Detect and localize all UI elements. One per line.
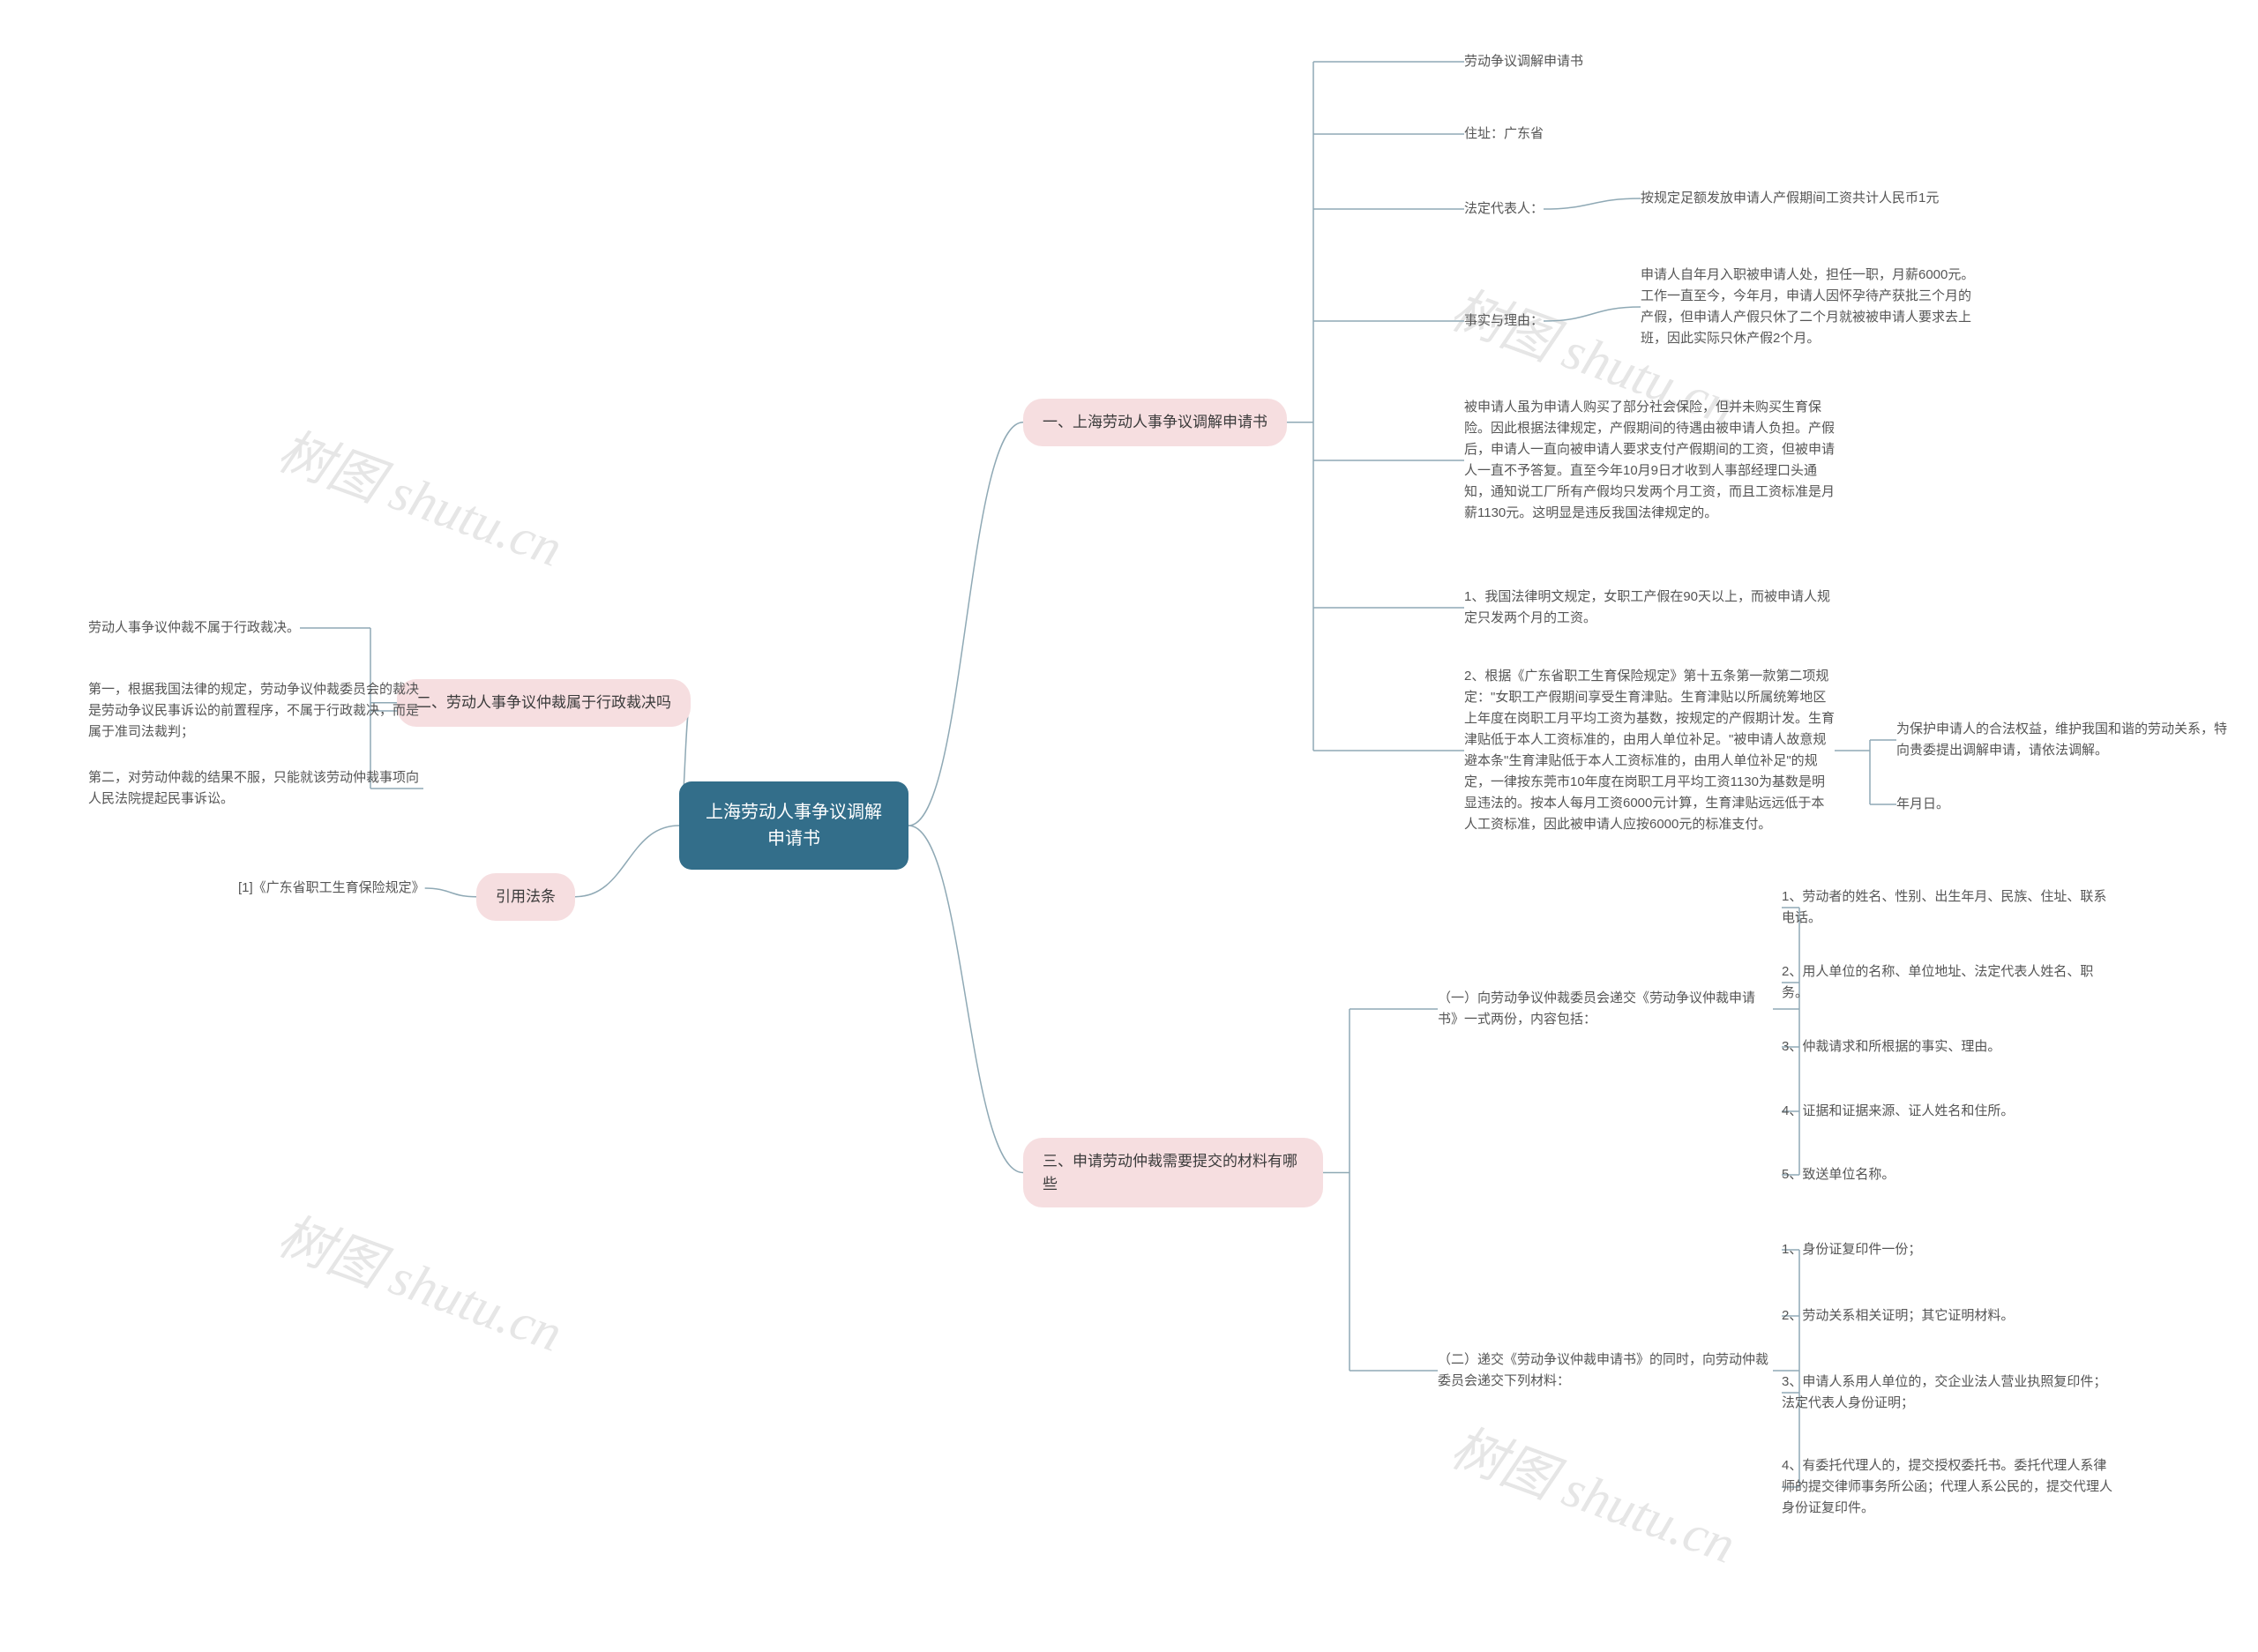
s3-b-item-1: 1、身份证复印件一份； [1782, 1239, 1921, 1260]
s1-item-4-detail: 申请人自年月入职被申请人处，担任一职，月薪6000元。工作一直至今，今年月，申请… [1641, 265, 1976, 349]
watermark: 树图 shutu.cn [1442, 1405, 1747, 1579]
s2-item-1: 劳动人事争议仲裁不属于行政裁决。 [88, 617, 300, 639]
cite-item-1: [1]《广东省职工生育保险规定》 [238, 878, 425, 899]
s1-item-7: 2、根据《广东省职工生育保险规定》第十五条第一款第二项规定："女职工产假期间享受… [1464, 666, 1835, 835]
s3-a-item-1: 1、劳动者的姓名、性别、出生年月、民族、住址、联系电话。 [1782, 886, 2117, 929]
s3-group-b-label: （二）递交《劳动争议仲裁申请书》的同时，向劳动仲裁委员会递交下列材料： [1438, 1349, 1773, 1392]
s1-item-7b: 年月日。 [1896, 794, 1949, 815]
s1-item-6: 1、我国法律明文规定，女职工产假在90天以上，而被申请人规定只发两个月的工资。 [1464, 587, 1835, 629]
section-3: 三、申请劳动仲裁需要提交的材料有哪些 [1023, 1138, 1323, 1207]
s1-item-4-label: 事实与理由： [1464, 310, 1544, 332]
s3-b-item-3: 3、申请人系用人单位的，交企业法人营业执照复印件；法定代表人身份证明； [1782, 1372, 2117, 1414]
root-node: 上海劳动人事争议调解申请书 [679, 781, 908, 870]
s3-a-item-3: 3、仲裁请求和所根据的事实、理由。 [1782, 1036, 2000, 1058]
s1-item-1: 劳动争议调解申请书 [1464, 51, 1583, 72]
s1-item-7a: 为保护申请人的合法权益，维护我国和谐的劳动关系，特向贵委提出调解申请，请依法调解… [1896, 719, 2232, 761]
s3-b-item-2: 2、劳动关系相关证明；其它证明材料。 [1782, 1305, 2014, 1327]
section-2: 二、劳动人事争议仲裁属于行政裁决吗 [397, 679, 691, 727]
s1-item-3-detail: 按规定足额发放申请人产假期间工资共计人民币1元 [1641, 188, 1939, 209]
watermark: 树图 shutu.cn [269, 1193, 574, 1367]
s1-item-3-label: 法定代表人： [1464, 198, 1544, 220]
s1-item-5: 被申请人虽为申请人购买了部分社会保险，但并未购买生育保险。因此根据法律规定，产假… [1464, 397, 1835, 524]
s3-group-a-label: （一）向劳动争议仲裁委员会递交《劳动争议仲裁申请书》一式两份，内容包括： [1438, 988, 1773, 1030]
s2-item-3: 第二，对劳动仲裁的结果不服，只能就该劳动仲裁事项向人民法院提起民事诉讼。 [88, 767, 423, 810]
s3-a-item-5: 5、致送单位名称。 [1782, 1164, 1895, 1185]
s3-a-item-4: 4、证据和证据来源、证人姓名和住所。 [1782, 1101, 2014, 1122]
section-1: 一、上海劳动人事争议调解申请书 [1023, 399, 1287, 446]
s3-a-item-2: 2、用人单位的名称、单位地址、法定代表人姓名、职务。 [1782, 961, 2117, 1004]
watermark: 树图 shutu.cn [269, 408, 574, 582]
s3-b-item-4: 4、有委托代理人的，提交授权委托书。委托代理人系律师的提交律师事务所公函；代理人… [1782, 1455, 2117, 1519]
s1-item-2: 住址：广东省 [1464, 123, 1544, 145]
s2-item-2: 第一，根据我国法律的规定，劳动争议仲裁委员会的裁决是劳动争议民事诉讼的前置程序，… [88, 679, 423, 743]
section-cite: 引用法条 [476, 873, 575, 921]
